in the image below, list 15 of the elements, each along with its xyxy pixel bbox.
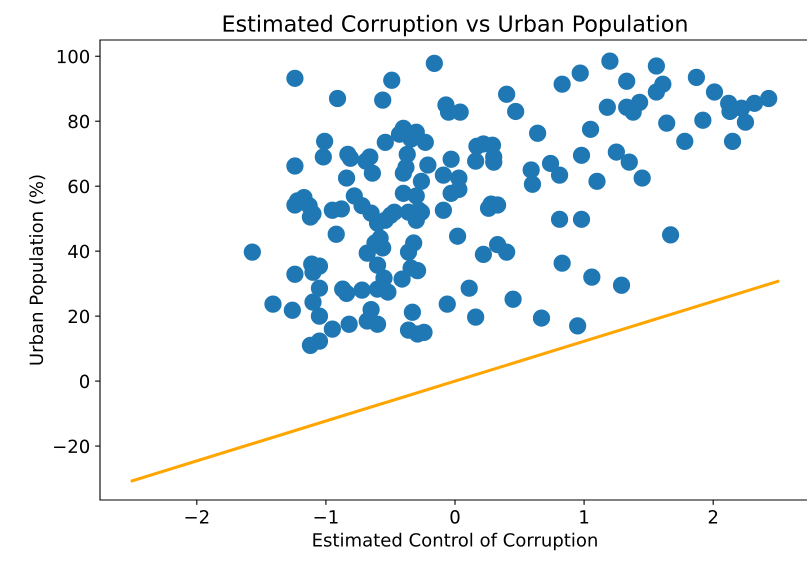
x-tick-label: −1 [314,510,338,524]
y-tick-label: 60 [68,180,90,194]
y-tick-label: 20 [68,310,90,324]
y-tick-label: 100 [58,50,90,64]
y-tick-label: −20 [54,440,90,454]
x-axis-title: Estimated Control of Corruption [313,532,597,550]
x-tick-label: 1 [580,510,588,524]
x-tick-label: 0 [450,510,460,524]
y-tick-label: 80 [68,114,90,128]
x-tick-label: −2 [185,510,208,524]
y-axis-title: Urban Population (%) [29,175,47,365]
y-tick-label: 0 [80,374,90,388]
chart-title: Estimated Corruption vs Urban Population [224,14,687,36]
x-tick-label: 2 [708,510,718,524]
y-tick-label: 40 [68,244,90,258]
